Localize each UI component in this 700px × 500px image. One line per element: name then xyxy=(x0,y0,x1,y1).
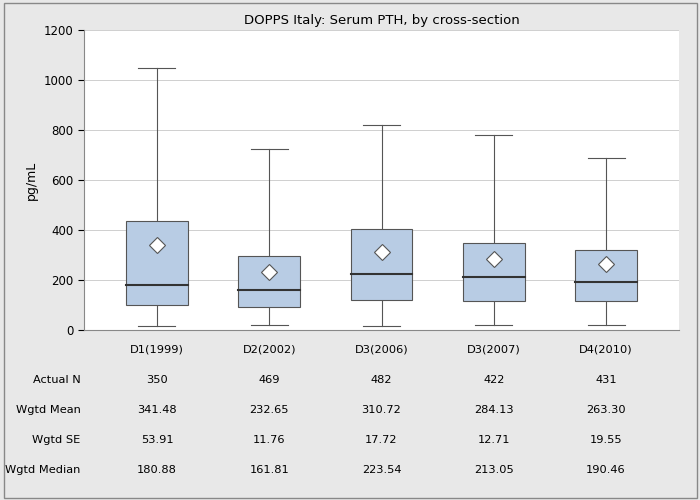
Text: Wgtd SE: Wgtd SE xyxy=(32,435,80,445)
Text: D2(2002): D2(2002) xyxy=(242,345,296,355)
Text: D4(2010): D4(2010) xyxy=(579,345,633,355)
Bar xyxy=(351,229,412,300)
Text: D3(2007): D3(2007) xyxy=(467,345,521,355)
Text: 469: 469 xyxy=(258,375,280,385)
Text: 482: 482 xyxy=(371,375,392,385)
Text: 11.76: 11.76 xyxy=(253,435,286,445)
Text: 213.05: 213.05 xyxy=(474,465,514,475)
Bar xyxy=(463,242,524,301)
Text: 350: 350 xyxy=(146,375,168,385)
Text: Actual N: Actual N xyxy=(33,375,80,385)
Text: 422: 422 xyxy=(483,375,505,385)
Text: 310.72: 310.72 xyxy=(362,405,401,415)
Text: 190.46: 190.46 xyxy=(586,465,626,475)
Text: 263.30: 263.30 xyxy=(586,405,626,415)
Text: D1(1999): D1(1999) xyxy=(130,345,184,355)
Text: 232.65: 232.65 xyxy=(249,405,289,415)
Text: D3(2006): D3(2006) xyxy=(355,345,408,355)
Text: 12.71: 12.71 xyxy=(477,435,510,445)
Text: 284.13: 284.13 xyxy=(474,405,514,415)
Y-axis label: pg/mL: pg/mL xyxy=(25,160,38,200)
Text: 180.88: 180.88 xyxy=(137,465,177,475)
Text: 223.54: 223.54 xyxy=(362,465,401,475)
Text: 19.55: 19.55 xyxy=(589,435,622,445)
Text: 341.48: 341.48 xyxy=(137,405,177,415)
Text: 17.72: 17.72 xyxy=(365,435,398,445)
Bar xyxy=(126,221,188,305)
Text: Wgtd Median: Wgtd Median xyxy=(5,465,80,475)
Text: Wgtd Mean: Wgtd Mean xyxy=(15,405,80,415)
Text: 431: 431 xyxy=(595,375,617,385)
Bar xyxy=(239,256,300,307)
Title: DOPPS Italy: Serum PTH, by cross-section: DOPPS Italy: Serum PTH, by cross-section xyxy=(244,14,519,28)
Text: 161.81: 161.81 xyxy=(249,465,289,475)
Bar xyxy=(575,250,637,300)
Text: 53.91: 53.91 xyxy=(141,435,174,445)
